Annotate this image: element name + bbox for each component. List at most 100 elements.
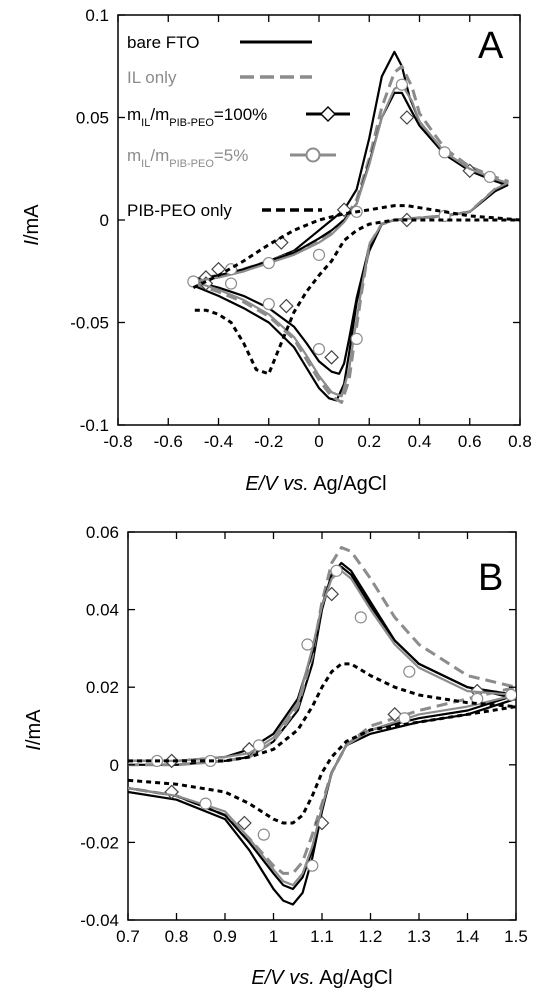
series-marker-circle [330, 564, 343, 577]
legend-label: PIB-PEO only [127, 201, 232, 220]
x-tick-label: 1.5 [504, 927, 528, 946]
y-tick-label: -0.02 [80, 833, 119, 852]
series-line-1 [128, 546, 516, 875]
legend-label: bare FTO [127, 33, 199, 52]
series-marker-diamond [387, 707, 403, 722]
series-marker-circle [483, 170, 496, 184]
series-marker-circle [354, 611, 367, 624]
x-tick-label: 0.2 [357, 432, 381, 451]
x-tick-label: 0 [314, 432, 323, 451]
x-tick-label: 0.7 [116, 927, 140, 946]
x-tick-label: 0.8 [165, 927, 189, 946]
y-tick-label: 0 [100, 211, 109, 230]
x-axis-label-b: E/V vs. Ag/AgCl [251, 967, 392, 989]
series-marker-circle [403, 665, 416, 678]
y-axis-label-b-unit: /mA [23, 709, 45, 745]
y-tick-label: 0 [110, 756, 119, 775]
series-group-b [128, 546, 516, 906]
y-axis-label-a-unit: /mA [21, 204, 43, 240]
series-marker-circle [471, 692, 484, 705]
x-tick-label: -0.4 [204, 432, 233, 451]
x-tick-label: 0.9 [213, 927, 237, 946]
x-axis-label-a-ev: E/V [245, 473, 279, 495]
y-axis-label-a-italic: I [21, 240, 43, 246]
series-marker-circle [395, 78, 409, 91]
series-marker-circle [252, 739, 266, 752]
x-tick-label: 0.6 [458, 432, 482, 451]
y-tick-label: 0.04 [86, 601, 119, 620]
series-marker-circle [224, 277, 238, 290]
legend-item-2: mIL/mPIB-PEO=100% [127, 105, 350, 129]
series-line-4 [128, 662, 516, 825]
series-marker-diamond [273, 235, 289, 250]
series-marker-circle [262, 297, 275, 311]
series-marker-circle [350, 332, 363, 345]
legend-marker-diamond [320, 106, 336, 122]
series-clip [128, 546, 516, 906]
y-tick-label: 0.05 [76, 109, 109, 128]
y-tick-label: 0.02 [86, 678, 119, 697]
ticks-b: 0.7 0.8 0.9 1 1.1 1.2 1.3 1.4 1.5 -0.04 -0.02 0 0.02… [80, 523, 528, 946]
panel-a: -0.8 -0.6 -0.4 -0.2 0 0.2 0.4 0.6 0.8 -0.1 -0.05 0 0… [21, 6, 532, 495]
legend-item-4: PIB-PEO only [127, 201, 322, 220]
x-tick-label: -0.2 [254, 432, 283, 451]
series-marker-diamond [399, 110, 415, 125]
legend-label: mIL/mPIB-PEO=5% [127, 146, 248, 170]
series-marker-diamond [324, 350, 339, 365]
legend: bare FTO IL only mIL/mPIB-PEO=100% mIL/mPIB… [127, 33, 350, 220]
legend-item-3: mIL/mPIB-PEO=5% [127, 146, 336, 170]
series-marker-diamond [237, 815, 252, 831]
x-axis-label-b-vs: vs. [289, 967, 315, 989]
series-marker-circle [438, 146, 451, 159]
series-line-2 [193, 91, 509, 375]
series-line-3 [128, 569, 516, 887]
x-tick-label: 1 [269, 927, 278, 946]
y-axis-label-a: I/mA [21, 204, 43, 246]
series-marker-circle [312, 248, 326, 261]
legend-item-1: IL only [127, 68, 312, 87]
series-line-3 [193, 83, 509, 398]
y-tick-label: -0.1 [80, 416, 109, 435]
x-tick-label: 0.8 [508, 432, 532, 451]
series-marker-diamond [278, 298, 294, 314]
y-tick-label: 0.06 [86, 523, 119, 542]
x-tick-label: -0.6 [154, 432, 183, 451]
legend-item-0: bare FTO [127, 33, 312, 52]
legend-label: mIL/mPIB-PEO=100% [127, 105, 267, 129]
series-line-0 [128, 561, 516, 906]
panel-label-b: B [478, 557, 503, 599]
series-marker-circle [505, 688, 516, 702]
y-tick-label: -0.05 [70, 314, 109, 333]
series-marker-circle [306, 859, 319, 872]
series-line-4 [192, 204, 520, 376]
series-marker-circle [199, 797, 212, 810]
x-axis-label-a: E/V vs. Ag/AgCl [245, 473, 386, 495]
x-axis-label-b-ev: E/V [251, 967, 285, 989]
panel-label-a: A [478, 25, 504, 67]
y-tick-label: 0.1 [85, 6, 109, 25]
series-marker-circle [262, 256, 275, 270]
ticks-a: -0.8 -0.6 -0.4 -0.2 0 0.2 0.4 0.6 0.8 -0.1 -0.05 0 0… [70, 6, 532, 451]
series-marker-circle [398, 712, 411, 725]
y-axis-label-b-italic: I [23, 745, 45, 751]
x-axis-label-b-ref: Ag/AgCl [315, 967, 393, 989]
x-tick-label: 0.4 [408, 432, 432, 451]
x-tick-label: 1.2 [359, 927, 383, 946]
x-axis-label-a-ref: Ag/AgCl [309, 473, 387, 495]
series-group-a [187, 50, 520, 404]
y-axis-label-b: I/mA [23, 709, 45, 751]
x-tick-label: 1.3 [407, 927, 431, 946]
x-axis-label-a-vs: vs. [283, 473, 309, 495]
series-marker-circle [301, 638, 314, 651]
legend-marker-circle [305, 147, 321, 163]
legend-label: IL only [127, 68, 177, 87]
x-tick-label: 1.1 [310, 927, 334, 946]
panel-b: 0.7 0.8 0.9 1 1.1 1.2 1.3 1.4 1.5 -0.04 -0.02 0 0.02… [23, 523, 528, 989]
series-marker-circle [257, 828, 270, 841]
x-tick-label: 1.4 [456, 927, 480, 946]
plot-frame-b [127, 531, 517, 921]
series-marker-circle [312, 343, 326, 356]
series-clip [187, 50, 520, 404]
y-tick-label: -0.04 [80, 911, 119, 930]
